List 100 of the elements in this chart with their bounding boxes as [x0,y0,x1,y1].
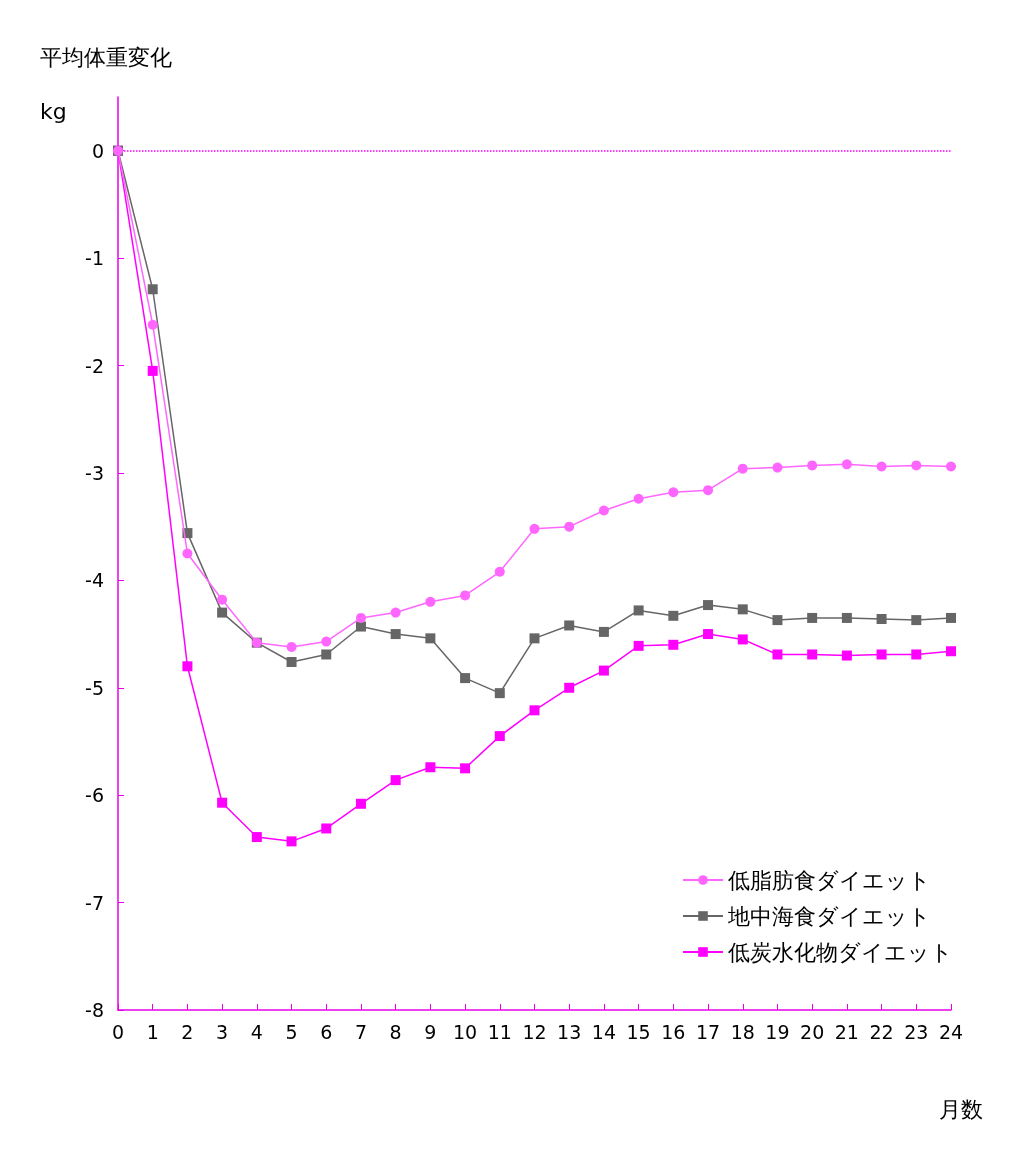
point [633,605,644,616]
point [425,596,436,607]
point [286,836,297,847]
point [633,640,644,651]
x-tick-label: 2 [181,1020,194,1043]
x-tick-label: 8 [389,1020,402,1043]
point [460,673,471,684]
point [390,607,401,618]
point [807,460,818,471]
x-tick-label: 6 [320,1020,333,1043]
point [425,762,436,773]
point [598,626,609,637]
point [147,284,158,295]
point [911,615,922,626]
x-tick-label: 0 [111,1020,125,1043]
x-tick-label: 5 [285,1020,298,1043]
point [529,705,540,716]
point [321,649,332,660]
point [946,612,956,623]
legend-label: 地中海食ダイエット [727,903,931,929]
point [355,798,366,809]
y-tick-label: -5 [85,676,104,699]
point [807,612,818,623]
point [737,604,748,615]
point [217,797,228,808]
x-tick-label: 3 [216,1020,229,1043]
point [355,612,366,623]
point [737,634,748,645]
point [460,763,471,774]
y-tick-label: -1 [85,247,104,270]
point [355,621,366,632]
point [703,485,714,496]
point [876,614,887,625]
x-axis-title: 月数 [939,1096,983,1122]
y-tick-label: -7 [85,891,104,914]
point [564,620,575,631]
text: 平均体重変化 kg [40,44,172,124]
point [251,832,262,843]
point [390,775,401,786]
point [321,823,332,834]
point [946,646,956,657]
x-tick-label: 24 [938,1020,964,1043]
point [737,463,748,474]
point [182,661,193,672]
point [494,731,505,742]
x-tick-label: 15 [626,1020,651,1043]
point [425,633,436,644]
point [564,521,575,532]
point [217,607,228,618]
point [876,649,887,660]
x-tick-label: 14 [591,1020,617,1043]
x-tick-label: 20 [800,1020,825,1043]
point [772,615,783,626]
point [529,633,540,644]
x-tick-label: 12 [522,1020,547,1043]
point [703,629,714,640]
point [876,461,887,472]
point [668,610,679,621]
point [286,656,297,667]
point [668,639,679,650]
x-tick-label: 19 [765,1020,790,1043]
point [598,665,609,676]
y-tick-label: -2 [85,354,104,377]
point [772,649,783,660]
y-tick-label: -6 [85,784,104,807]
y-tick-label: 0 [91,139,104,162]
y-tick-label: -4 [85,569,104,592]
point [494,688,505,699]
x-tick-label: 18 [730,1020,755,1043]
point [668,487,679,498]
x-tick-label: 9 [424,1020,437,1043]
point [494,566,505,577]
point [217,594,228,605]
point [911,460,922,471]
x-tick-label: 16 [661,1020,686,1043]
point [598,505,609,516]
point [286,641,297,652]
point [841,459,852,470]
x-tick-label: 22 [869,1020,894,1043]
legend-label: 低炭水化物ダイエット [728,939,953,965]
x-tick-label: 1 [146,1020,159,1043]
point [147,365,158,376]
x-tick-label: 10 [452,1020,478,1043]
y-tick-label: -3 [85,461,104,484]
x-tick-label: 17 [695,1020,721,1043]
point [460,590,471,601]
point [390,629,401,640]
x-tick-label: 7 [354,1020,368,1043]
x-tick-label: 4 [250,1020,263,1043]
point [841,612,852,623]
point [147,319,158,330]
point [841,650,852,661]
point [633,493,644,504]
x-tick-label: 13 [557,1020,582,1043]
point [911,649,922,660]
legend-label: 低脂肪食ダイエット [728,867,931,893]
y-tick-label: -8 [85,999,104,1021]
point [807,649,818,660]
point [772,462,783,473]
point [564,682,575,693]
